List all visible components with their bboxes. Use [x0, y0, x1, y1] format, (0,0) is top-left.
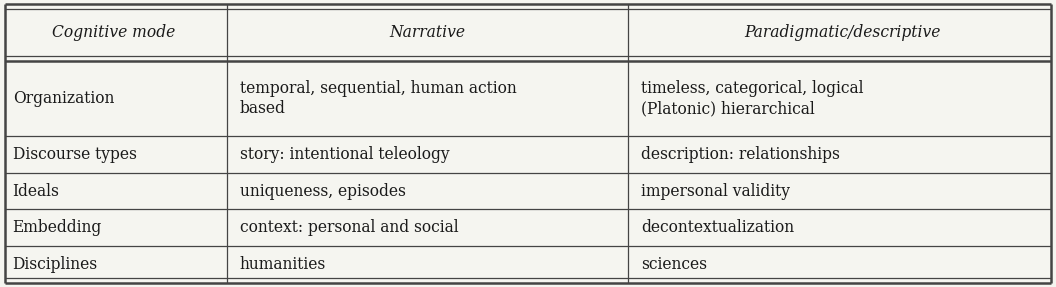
Text: Disciplines: Disciplines: [13, 256, 98, 273]
Text: description: relationships: description: relationships: [641, 146, 840, 163]
Text: Paradigmatic/descriptive: Paradigmatic/descriptive: [744, 24, 940, 41]
Text: context: personal and social: context: personal and social: [240, 219, 458, 236]
Text: uniqueness, episodes: uniqueness, episodes: [240, 183, 406, 200]
Text: timeless, categorical, logical
(Platonic) hierarchical: timeless, categorical, logical (Platonic…: [641, 80, 864, 117]
Text: Organization: Organization: [13, 90, 114, 107]
Text: Narrative: Narrative: [390, 24, 466, 41]
Text: impersonal validity: impersonal validity: [641, 183, 790, 200]
Text: temporal, sequential, human action
based: temporal, sequential, human action based: [240, 80, 516, 117]
Text: Discourse types: Discourse types: [13, 146, 136, 163]
Text: sciences: sciences: [641, 256, 708, 273]
Text: decontextualization: decontextualization: [641, 219, 794, 236]
Text: Embedding: Embedding: [13, 219, 102, 236]
Text: humanities: humanities: [240, 256, 326, 273]
Text: Ideals: Ideals: [13, 183, 59, 200]
Text: Cognitive mode: Cognitive mode: [52, 24, 175, 41]
Text: story: intentional teleology: story: intentional teleology: [240, 146, 450, 163]
